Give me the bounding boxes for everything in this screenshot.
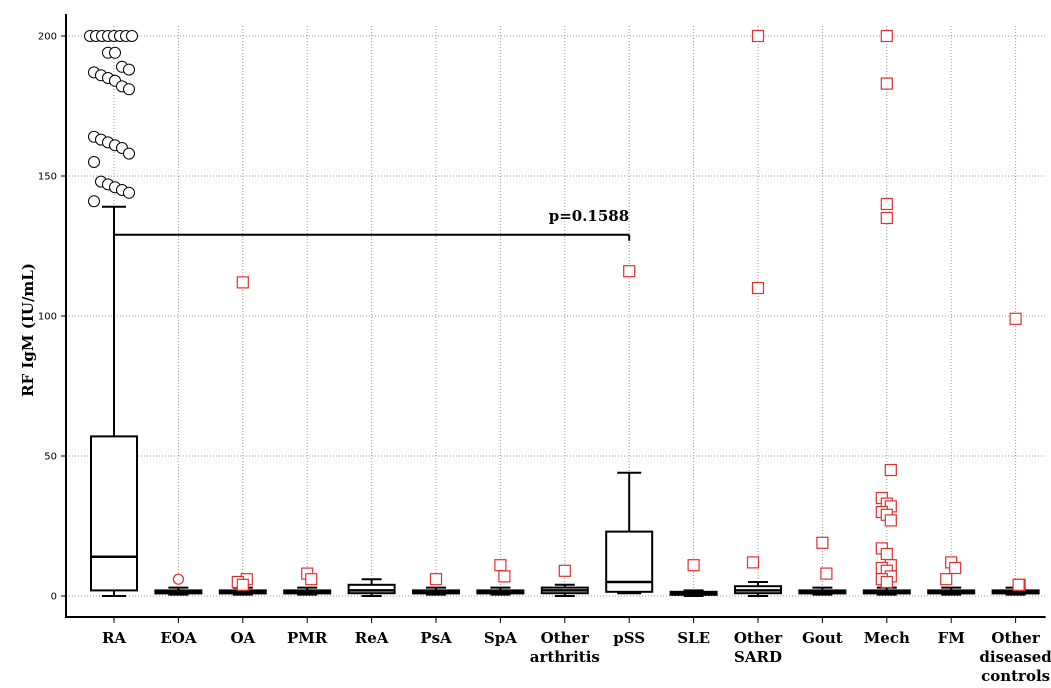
x-category-label: Other <box>991 629 1040 647</box>
x-category-label: PMR <box>287 629 328 647</box>
box-other-arthritis <box>540 583 589 597</box>
outlier-square <box>494 559 507 572</box>
outlier-square <box>1009 312 1022 325</box>
outlier-square <box>820 567 833 580</box>
x-category-label: ReA <box>355 629 389 647</box>
outlier-square <box>236 276 249 289</box>
outlier-square <box>236 578 249 591</box>
x-category-label: FM <box>938 629 965 647</box>
box-spa <box>476 586 525 596</box>
outlier-square <box>498 570 511 583</box>
outlier-markers <box>84 29 1026 591</box>
outlier-square <box>880 547 893 561</box>
outlier-circle <box>123 63 135 76</box>
outlier-square <box>880 29 893 43</box>
iqr-box <box>347 583 396 595</box>
axes <box>61 14 1046 623</box>
y-tick-label: 0 <box>51 592 57 603</box>
x-category-label: EOA <box>160 629 196 647</box>
outlier-square <box>751 281 765 295</box>
outlier-square <box>880 575 893 589</box>
box-mech <box>862 586 911 596</box>
outlier-square <box>884 514 897 527</box>
box-pss <box>605 471 654 595</box>
x-category-label: Other <box>541 629 590 647</box>
outlier-square <box>940 573 953 586</box>
iqr-box <box>90 435 138 592</box>
outlier-circle <box>109 46 121 59</box>
outlier-square <box>751 29 765 43</box>
x-category-label: SLE <box>677 629 710 647</box>
outlier-square <box>305 573 318 586</box>
outlier-square <box>746 556 760 569</box>
outlier-circle <box>123 83 135 96</box>
x-category-label: Gout <box>802 629 843 647</box>
outlier-circle <box>88 195 100 208</box>
outlier-circle <box>126 30 138 42</box>
box-psa <box>412 586 460 596</box>
box-rea <box>347 578 396 597</box>
outlier-square <box>623 265 636 278</box>
x-category-label: arthritis <box>530 648 600 666</box>
x-category-label: SARD <box>734 648 782 666</box>
outlier-square <box>880 211 893 225</box>
outlier-square <box>1012 578 1025 591</box>
x-category-label: SpA <box>484 629 517 647</box>
outlier-circle <box>123 147 135 160</box>
x-category-label: Other <box>734 629 783 647</box>
outlier-square <box>880 197 893 211</box>
y-axis-title: RF IgM (IU/mL) <box>19 263 37 397</box>
x-category-label: OA <box>230 629 255 647</box>
outlier-square <box>949 561 962 575</box>
box-ra <box>90 205 138 597</box>
outlier-square <box>687 559 700 572</box>
significance-annotation: p=0.1588 <box>114 207 631 241</box>
outlier-square <box>816 536 829 549</box>
box-sle <box>669 589 718 597</box>
x-category-label: Mech <box>864 629 910 647</box>
outlier-square <box>880 77 893 90</box>
x-category-label: RA <box>102 629 126 647</box>
p-value-label: p=0.1588 <box>549 207 629 225</box>
grid-lines <box>66 26 1046 597</box>
box-eoa <box>154 586 203 596</box>
outlier-circle <box>88 156 100 168</box>
y-tick-label: 50 <box>44 452 57 463</box>
box-other-sard <box>734 581 782 597</box>
y-tick-label: 100 <box>38 312 57 323</box>
outlier-circle <box>123 186 135 199</box>
x-category-label: diseased <box>979 648 1051 666</box>
y-tick-label: 150 <box>38 172 57 183</box>
box-fm <box>927 586 976 596</box>
outlier-square <box>429 573 443 586</box>
outlier-square <box>884 463 897 477</box>
box-gout <box>798 586 847 596</box>
outlier-circle <box>172 573 184 585</box>
x-category-label: PsA <box>420 629 452 647</box>
x-category-label: pSS <box>613 629 645 647</box>
box-pmr <box>283 586 332 596</box>
y-tick-label: 200 <box>38 32 57 43</box>
outlier-square <box>558 564 571 577</box>
x-category-label: controls <box>981 667 1050 685</box>
